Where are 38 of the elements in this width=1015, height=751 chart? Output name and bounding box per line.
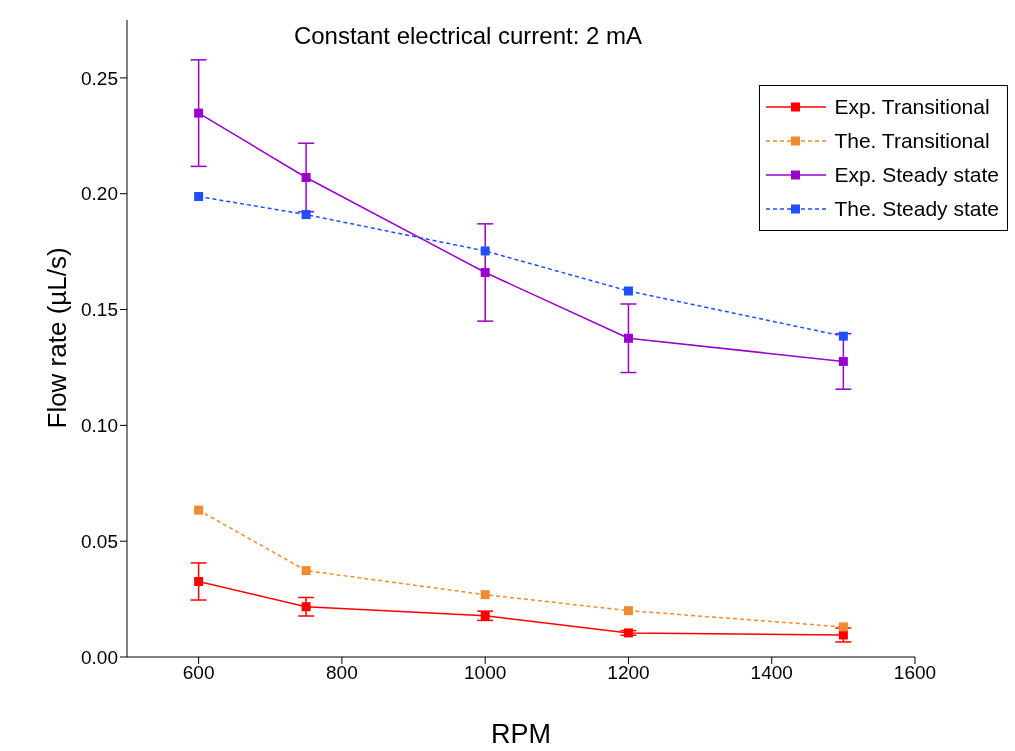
x-tick-label: 1600 xyxy=(893,662,937,684)
x-tick-label: 1400 xyxy=(750,662,793,684)
y-tick-label: 0.10 xyxy=(81,415,118,437)
y-axis-title: Flow rate (µL/s) xyxy=(42,247,73,429)
point xyxy=(623,606,633,616)
point xyxy=(194,108,204,118)
chart-title: Constant electrical current: 2 mA xyxy=(292,22,644,50)
point xyxy=(623,286,633,296)
x-tick-label: 800 xyxy=(326,662,358,684)
x-tick-label: 600 xyxy=(182,662,215,684)
point xyxy=(301,602,311,612)
point xyxy=(838,331,848,341)
point xyxy=(623,333,633,343)
legend-label: Exp. Transitional xyxy=(834,95,990,119)
point xyxy=(838,622,848,632)
y-tick-label: 0.25 xyxy=(81,67,118,89)
legend-label: The. Steady state xyxy=(834,197,999,221)
point xyxy=(301,173,311,183)
x-axis-title: RPM xyxy=(491,719,551,749)
point xyxy=(194,576,204,586)
point xyxy=(623,628,633,638)
y-tick-label: 0.20 xyxy=(81,183,118,205)
point xyxy=(194,505,204,515)
point xyxy=(480,267,490,277)
x-tick-label: 1000 xyxy=(464,662,507,684)
y-tick-label: 0.15 xyxy=(81,299,118,321)
x-tick-label: 1200 xyxy=(607,662,650,684)
point xyxy=(838,356,848,366)
point xyxy=(480,611,490,621)
point xyxy=(194,192,204,202)
y-tick-label: 0.05 xyxy=(81,530,118,552)
y-tick-label: 0.00 xyxy=(81,646,118,668)
point xyxy=(301,210,311,220)
legend-label: The. Transitional xyxy=(834,129,990,153)
point xyxy=(480,590,490,600)
legend-label: Exp. Steady state xyxy=(834,163,999,187)
point xyxy=(480,246,490,256)
point xyxy=(301,566,311,576)
